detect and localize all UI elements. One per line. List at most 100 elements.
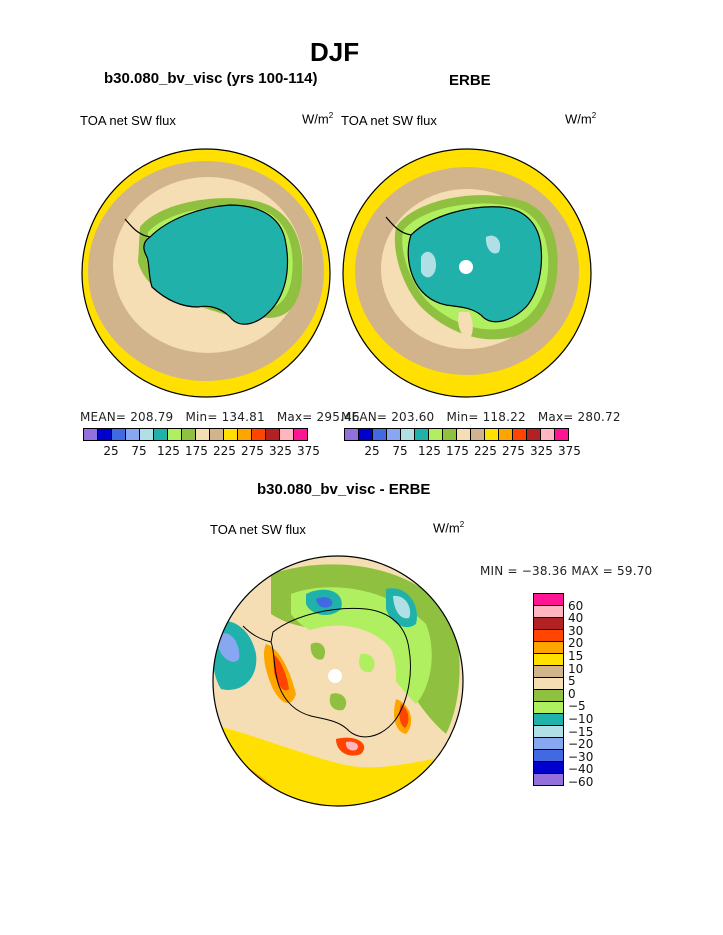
colorbar-swatch bbox=[125, 428, 140, 441]
right-units-label: W/m2 bbox=[565, 111, 596, 126]
diff-map-yellow-bottom bbox=[213, 724, 463, 806]
diff-map-blue-top bbox=[316, 597, 333, 608]
colorbar-swatch bbox=[83, 428, 98, 441]
colorbar-tick-label: 20 bbox=[568, 636, 584, 651]
diff-map-coastline bbox=[270, 607, 411, 738]
colorbar-swatch bbox=[167, 428, 182, 441]
left-panel-header: b30.080_bv_visc (yrs 100-114) bbox=[104, 70, 318, 87]
colorbar-tick-label: −5 bbox=[568, 699, 586, 714]
colorbar-swatch bbox=[223, 428, 238, 441]
colorbar-tick-label: 125 bbox=[157, 444, 180, 458]
colorbar-tick-label: −40 bbox=[568, 762, 594, 777]
colorbar-swatch bbox=[428, 428, 443, 441]
diff-units-base: W/m bbox=[433, 520, 460, 536]
left-units-base: W/m bbox=[302, 111, 329, 127]
colorbar-swatch bbox=[358, 428, 373, 441]
right-map-outline bbox=[342, 148, 592, 398]
colorbar-swatch bbox=[442, 428, 457, 441]
left-units-exp: 2 bbox=[328, 111, 334, 120]
diff-map-outline bbox=[212, 555, 464, 807]
colorbar-tick-label: 10 bbox=[568, 661, 584, 676]
colorbar-tick-label: 60 bbox=[568, 598, 584, 613]
colorbar-tick-label: 175 bbox=[185, 444, 208, 458]
colorbar-tick-label: −10 bbox=[568, 712, 594, 726]
diff-map-paleblue-right bbox=[393, 595, 411, 619]
right-map-paleblue-patch-1 bbox=[421, 251, 436, 278]
colorbar-swatch bbox=[512, 428, 527, 441]
right-map-coastline bbox=[407, 206, 543, 323]
right-polar-map bbox=[342, 148, 592, 398]
colorbar-swatch bbox=[209, 428, 224, 441]
colorbar-swatch bbox=[484, 428, 499, 441]
colorbar-swatch bbox=[293, 428, 308, 441]
colorbar-swatch bbox=[540, 428, 555, 441]
colorbar-swatch bbox=[153, 428, 168, 441]
colorbar-swatch bbox=[372, 428, 387, 441]
colorbar-swatch bbox=[111, 428, 126, 441]
diff-units-exp: 2 bbox=[459, 520, 465, 529]
left-map-orange-patch bbox=[82, 187, 87, 242]
diff-map-peninsula bbox=[242, 625, 272, 643]
colorbar-swatch bbox=[554, 428, 569, 441]
colorbar-swatch bbox=[533, 773, 564, 786]
diff-map-pole-hole bbox=[328, 669, 342, 683]
left-mean: MEAN= 208.79 bbox=[80, 410, 174, 424]
diff-map-green-interior-2 bbox=[359, 653, 375, 673]
colorbar-tick-label: 75 bbox=[131, 444, 147, 458]
diff-map-green-interior-1 bbox=[310, 642, 326, 660]
left-map-coastline bbox=[143, 204, 289, 325]
right-colorbar bbox=[344, 428, 569, 441]
left-max: Max= 295.46 bbox=[276, 410, 360, 424]
colorbar-swatch bbox=[181, 428, 196, 441]
colorbar-tick-label: −30 bbox=[568, 749, 594, 764]
colorbar-tick-label: 375 bbox=[297, 444, 320, 458]
colorbar-tick-label: 5 bbox=[568, 674, 576, 689]
left-map-antarctica-teal bbox=[143, 205, 288, 325]
diff-map-green-interior-3 bbox=[329, 693, 347, 711]
left-colorbar-labels: 25 75 125 175 225 275 325 375 bbox=[83, 444, 333, 460]
colorbar-swatch bbox=[456, 428, 471, 441]
diff-map-red-bottom bbox=[213, 769, 256, 806]
colorbar-tick-label: 225 bbox=[213, 444, 236, 458]
diff-minmax: MIN = −38.36 MAX = 59.70 bbox=[480, 564, 653, 578]
colorbar-swatch bbox=[237, 428, 252, 441]
colorbar-tick-label: 275 bbox=[241, 444, 264, 458]
colorbar-tick-label: 325 bbox=[530, 444, 553, 458]
colorbar-tick-label: 125 bbox=[418, 444, 441, 458]
colorbar-tick-label: 15 bbox=[568, 649, 584, 663]
diff-colorbar bbox=[533, 593, 564, 786]
colorbar-swatch bbox=[414, 428, 429, 441]
diff-units-label: W/m2 bbox=[433, 520, 464, 535]
right-units-exp: 2 bbox=[591, 111, 597, 120]
colorbar-tick-label: 175 bbox=[446, 444, 469, 458]
diff-colorbar-labels: 60 40 30 20 15 10 5 0 −5 −10 −15 −20 −30 −40 −60 bbox=[568, 593, 628, 803]
colorbar-swatch bbox=[97, 428, 112, 441]
colorbar-swatch bbox=[251, 428, 266, 441]
colorbar-swatch bbox=[195, 428, 210, 441]
diff-variable-label: TOA net SW flux bbox=[210, 522, 306, 537]
left-stats: MEAN= 208.79 Min= 134.81 Max= 295.46 bbox=[80, 410, 360, 424]
right-mean: MEAN= 203.60 bbox=[341, 410, 435, 424]
right-map-paleblue-patch-2 bbox=[485, 235, 501, 254]
diff-map-pink-south bbox=[345, 741, 358, 751]
right-map-pole-hole bbox=[459, 260, 473, 274]
colorbar-tick-label: 25 bbox=[103, 444, 119, 458]
left-polar-map bbox=[81, 148, 331, 398]
right-map-antarctica-teal bbox=[408, 206, 542, 322]
diff-panel-header: b30.080_bv_visc - ERBE bbox=[257, 481, 431, 498]
colorbar-swatch bbox=[400, 428, 415, 441]
colorbar-tick-label: −60 bbox=[568, 775, 594, 789]
colorbar-swatch bbox=[470, 428, 485, 441]
colorbar-tick-label: 40 bbox=[568, 611, 584, 626]
colorbar-swatch bbox=[526, 428, 541, 441]
right-units-base: W/m bbox=[565, 111, 592, 127]
right-panel-header: ERBE bbox=[449, 72, 491, 89]
colorbar-tick-label: 75 bbox=[392, 444, 408, 458]
diff-polar-map bbox=[212, 555, 464, 807]
left-min: Min= 134.81 bbox=[185, 410, 265, 424]
right-max: Max= 280.72 bbox=[537, 410, 621, 424]
left-units-label: W/m2 bbox=[302, 111, 333, 126]
colorbar-tick-label: 375 bbox=[558, 444, 581, 458]
diff-map-blue-left bbox=[219, 633, 240, 662]
colorbar-tick-label: 0 bbox=[568, 686, 576, 701]
